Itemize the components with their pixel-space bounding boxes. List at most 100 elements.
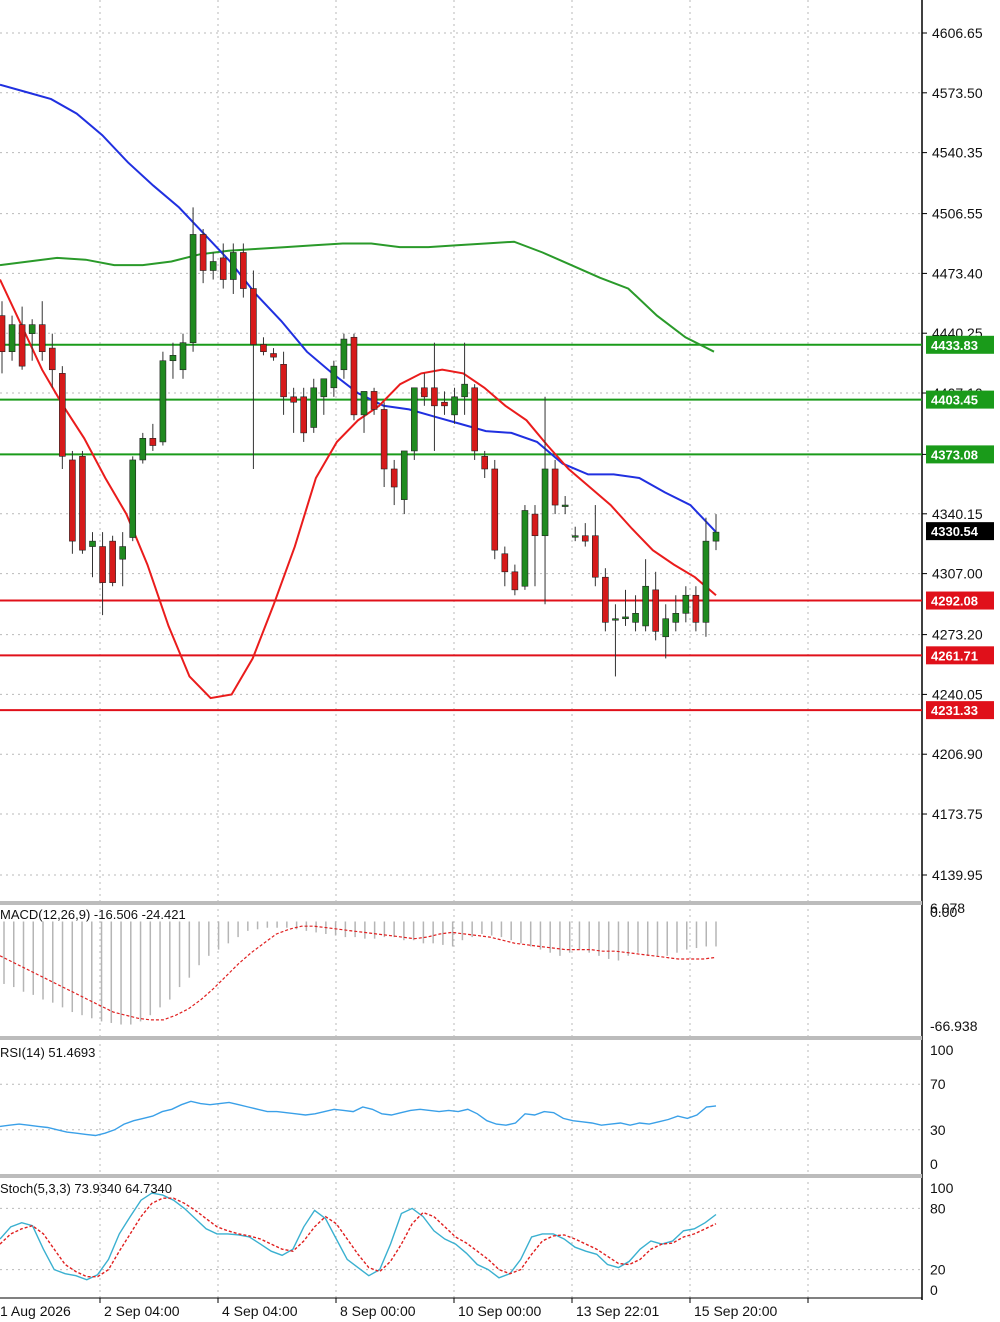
- stoch-pane: [0, 1192, 922, 1281]
- price-tick-label: 4240.05: [932, 686, 983, 702]
- candle-body: [229, 252, 237, 280]
- time-axis: 1 Aug 2026 2 Sep 04:00 4 Sep 04:00 8 Sep 00…: [0, 1298, 809, 1319]
- candle-body: [521, 510, 529, 587]
- time-tick-label: 15 Sep 20:00: [694, 1303, 778, 1319]
- candle-body: [491, 468, 499, 551]
- ma-blue-line: [0, 83, 717, 533]
- candle-body: [642, 585, 649, 627]
- candle-body: [531, 513, 539, 537]
- candle-body: [581, 535, 589, 542]
- candle-body: [380, 409, 388, 470]
- candle-body: [8, 324, 16, 353]
- candle-body: [79, 456, 86, 551]
- candle-body: [551, 468, 559, 506]
- candle-body: [89, 540, 96, 547]
- candle-body: [0, 315, 6, 353]
- candle-body: [662, 618, 670, 638]
- rsi-tick-label: 70: [930, 1076, 946, 1092]
- candle-body: [431, 387, 438, 407]
- price-tick-label: 4273.20: [932, 627, 983, 643]
- support-tag: [926, 591, 994, 610]
- candle-body: [692, 594, 700, 623]
- candle-body: [541, 468, 549, 537]
- candle-body: [119, 546, 126, 560]
- macd-tick-label: 0.00: [930, 904, 957, 920]
- candle-body: [561, 504, 569, 507]
- stoch-tick-label: 20: [930, 1262, 946, 1278]
- candle-body: [320, 378, 328, 398]
- macd-label: MACD(12,26,9) -16.506 -24.421: [0, 907, 186, 922]
- candle-body: [682, 594, 690, 614]
- candle-body: [672, 613, 680, 623]
- candle-body: [370, 391, 378, 410]
- candle-body: [632, 613, 639, 623]
- resistance-tag-text: 4403.45: [931, 393, 978, 408]
- rsi-line: [0, 1100, 717, 1137]
- candle-body: [149, 438, 157, 446]
- macd-tick-label: -66.938: [930, 1018, 978, 1034]
- price-tick-label: 4573.50: [932, 85, 983, 101]
- moving-averages: [0, 83, 717, 700]
- candle-body: [350, 336, 358, 416]
- candle-body: [280, 364, 287, 398]
- time-tick-label: 1 Aug 2026: [0, 1303, 71, 1319]
- pane-separator: [0, 1174, 922, 1178]
- pane-separator: [0, 1036, 922, 1040]
- current-price-tag: [926, 522, 994, 541]
- candle-body: [28, 324, 36, 334]
- candle-body: [411, 387, 418, 452]
- price-tick-label: 4473.40: [932, 265, 983, 281]
- candle-body: [702, 540, 710, 623]
- candle-body: [179, 342, 187, 371]
- time-tick-label: 13 Sep 22:01: [576, 1303, 660, 1319]
- resistance-tag: [926, 445, 994, 464]
- candle-body: [129, 459, 137, 538]
- price-tick-label: 4307.00: [932, 566, 983, 582]
- candle-body: [99, 546, 106, 583]
- candle-body: [18, 324, 26, 367]
- macd-tick-label: 6.078: [930, 900, 965, 916]
- ma-red-line: [0, 279, 717, 700]
- candle-body: [471, 387, 478, 452]
- candle-body: [169, 355, 177, 362]
- candle-body: [199, 234, 207, 271]
- stoch-label: Stoch(5,3,3) 73.9340 64.7340: [0, 1181, 172, 1196]
- candle-body: [612, 618, 619, 621]
- candle-body: [592, 535, 599, 578]
- candle-body: [300, 396, 307, 434]
- candle-body: [511, 571, 519, 591]
- macd-signal-line: [0, 925, 717, 1021]
- pane-separator: [0, 901, 922, 905]
- price-tick-label: 4206.90: [932, 746, 983, 762]
- resistance-tag-text: 4433.83: [931, 338, 978, 353]
- candle-body: [461, 383, 468, 398]
- candle-body: [59, 373, 66, 457]
- price-tick-label: 4173.75: [932, 806, 983, 822]
- candle-body: [501, 553, 509, 573]
- grid-lines: [0, 0, 923, 1300]
- candlesticks: [0, 207, 720, 677]
- candle-body: [421, 387, 428, 398]
- stoch-tick-label: 100: [930, 1180, 954, 1196]
- candle-body: [441, 401, 448, 407]
- candle-body: [109, 540, 116, 583]
- candle-body: [400, 450, 408, 500]
- level-lines: [0, 343, 922, 712]
- support-tag-text: 4231.33: [931, 703, 978, 718]
- candle-body: [360, 391, 368, 416]
- candle-body: [69, 459, 76, 542]
- candle-body: [310, 387, 318, 428]
- candle-body: [290, 396, 297, 403]
- candle-body: [159, 360, 167, 443]
- time-tick-label: 2 Sep 04:00: [104, 1303, 180, 1319]
- time-tick-label: 4 Sep 04:00: [222, 1303, 298, 1319]
- rsi-label: RSI(14) 51.4693: [0, 1045, 95, 1060]
- current-price-tag-text: 4330.54: [931, 524, 979, 539]
- candle-body: [712, 531, 720, 542]
- candle-body: [270, 353, 277, 358]
- stoch-tick-label: 80: [930, 1200, 946, 1216]
- support-tag: [926, 701, 994, 720]
- rsi-tick-label: 0: [930, 1156, 938, 1172]
- candle-body: [390, 468, 398, 488]
